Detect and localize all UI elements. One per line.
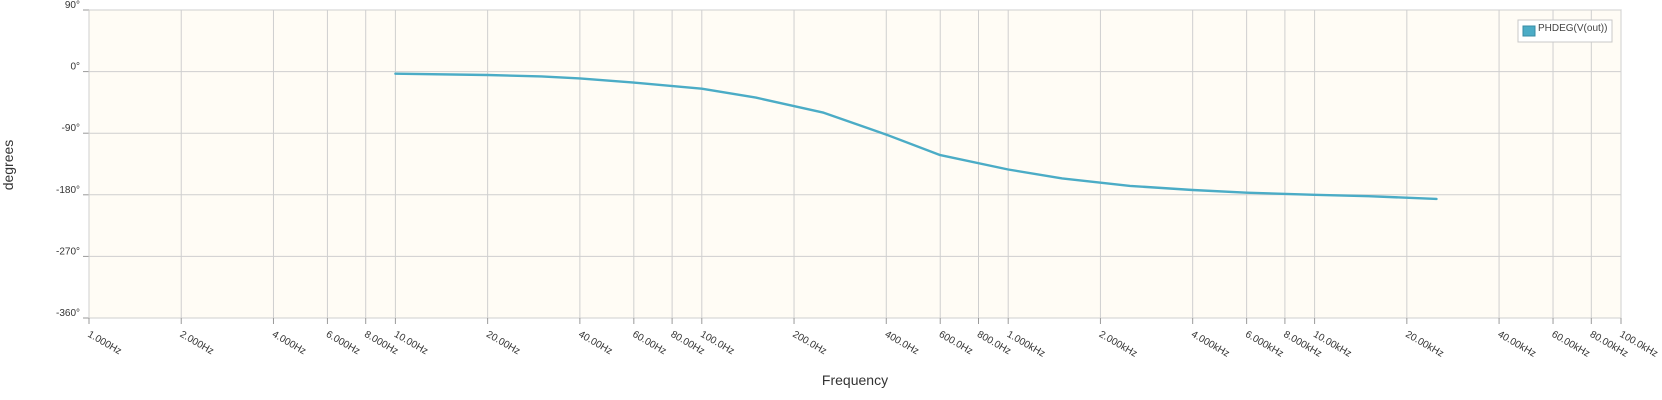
y-axis-label: degrees (0, 140, 16, 191)
series-lines (394, 72, 1438, 201)
series-line (394, 72, 1438, 201)
x-tick-label: 1.000Hz (86, 329, 124, 357)
x-tick-label: 1.000kHz (1005, 329, 1047, 360)
y-tick-label: -360° (56, 308, 80, 319)
y-tick-label: -90° (62, 123, 80, 134)
x-tick-label: 4.000kHz (1189, 329, 1231, 360)
x-tick-label: 40.00Hz (576, 329, 614, 357)
y-tick-label: -270° (56, 246, 80, 257)
y-tick-label: -180° (56, 185, 80, 196)
x-tick-label: 100.0Hz (698, 329, 736, 357)
x-tick-label: 20.00kHz (1403, 329, 1445, 360)
x-tick-label: 40.00kHz (1496, 329, 1538, 360)
x-tick-label: 20.00Hz (484, 329, 522, 357)
x-tick-label: 2.000Hz (178, 329, 216, 357)
x-tick-label: 10.00Hz (392, 329, 430, 357)
x-tick-label: 4.000Hz (270, 329, 308, 357)
y-tick-labels: 90° 0° -90° -180° -270° -360° (56, 0, 80, 319)
plot-area (88, 9, 1622, 319)
x-tick-label: 60.00Hz (630, 329, 668, 357)
legend-swatch (1522, 25, 1536, 37)
x-tick-label: 2.000kHz (1097, 329, 1139, 360)
x-tick-label: 6.000kHz (1243, 329, 1285, 360)
legend-box (1517, 19, 1613, 43)
x-tick-label: 60.00kHz (1550, 329, 1592, 360)
x-tick-labels: 1.000Hz 2.000Hz 4.000Hz 6.000Hz 8.000Hz10.00… (86, 329, 1660, 360)
legend: PHDEG(V(out)) (1517, 19, 1613, 43)
legend-entry-label: PHDEG(V(out)) (1538, 23, 1607, 34)
x-axis-label: Frequency (822, 372, 888, 388)
y-tick-label: 0° (70, 62, 80, 73)
grid-lines (83, 9, 1622, 324)
y-tick-label: 90° (65, 0, 80, 11)
x-tick-label: 6.000Hz (324, 329, 362, 357)
x-tick-label: 600.0Hz (937, 329, 975, 357)
x-tick-label: 400.0Hz (883, 329, 921, 357)
x-tick-label: 200.0Hz (791, 329, 829, 357)
